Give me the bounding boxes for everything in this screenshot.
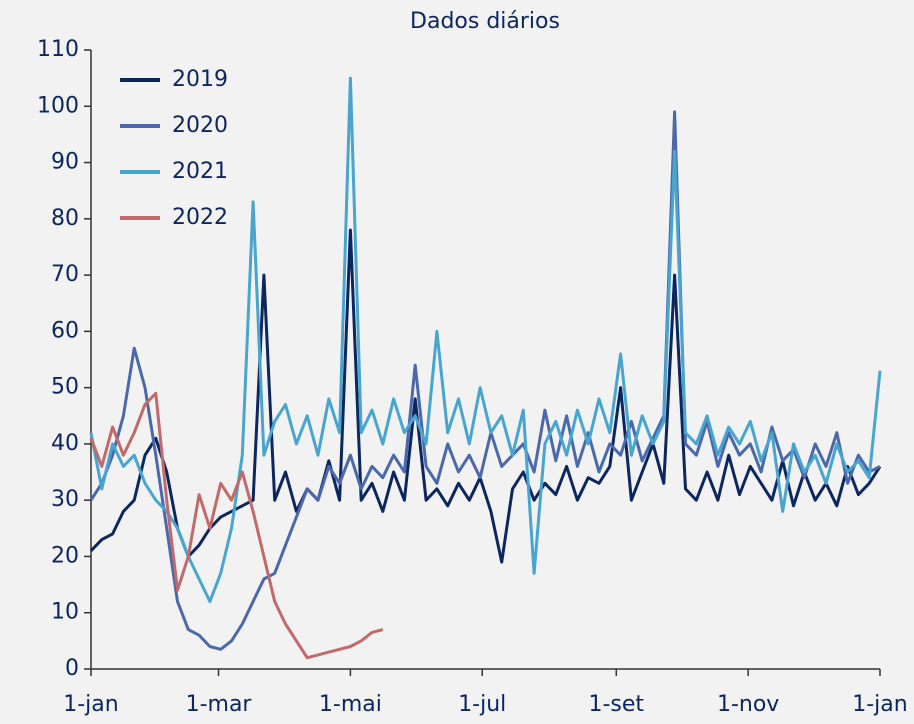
y-tick-label: 40 <box>51 431 79 456</box>
series-line <box>89 110 881 651</box>
x-tick-label: 1-jul <box>458 692 506 717</box>
y-tick-label: 80 <box>51 206 79 231</box>
x-tick-label: 1-nov <box>717 692 779 717</box>
y-tick-label: 70 <box>51 262 79 287</box>
y-tick-label: 20 <box>51 543 79 568</box>
legend-label: 2021 <box>172 159 228 184</box>
legend-label: 2019 <box>172 67 228 92</box>
series-line <box>89 391 384 660</box>
legend-label: 2020 <box>172 113 228 138</box>
y-tick-label: 100 <box>37 93 79 118</box>
y-tick-label: 90 <box>51 150 79 175</box>
y-tick-label: 50 <box>51 375 79 400</box>
chart-subtitle: Dados diários <box>410 9 560 34</box>
y-tick-label: 10 <box>51 600 79 625</box>
x-tick-label: 1-set <box>588 692 644 717</box>
y-tick-label: 110 <box>37 37 79 62</box>
series-line <box>89 76 882 603</box>
x-tick-label: 1-jan <box>63 692 118 717</box>
y-tick-label: 30 <box>51 487 79 512</box>
series-line <box>89 228 882 564</box>
legend-label: 2022 <box>172 205 228 230</box>
x-tick-label: 1-mai <box>319 692 382 717</box>
y-tick-label: 60 <box>51 318 79 343</box>
y-tick-label: 0 <box>65 656 79 681</box>
x-tick-label: 1-jan <box>852 692 907 717</box>
x-tick-label: 1-mar <box>186 692 253 717</box>
